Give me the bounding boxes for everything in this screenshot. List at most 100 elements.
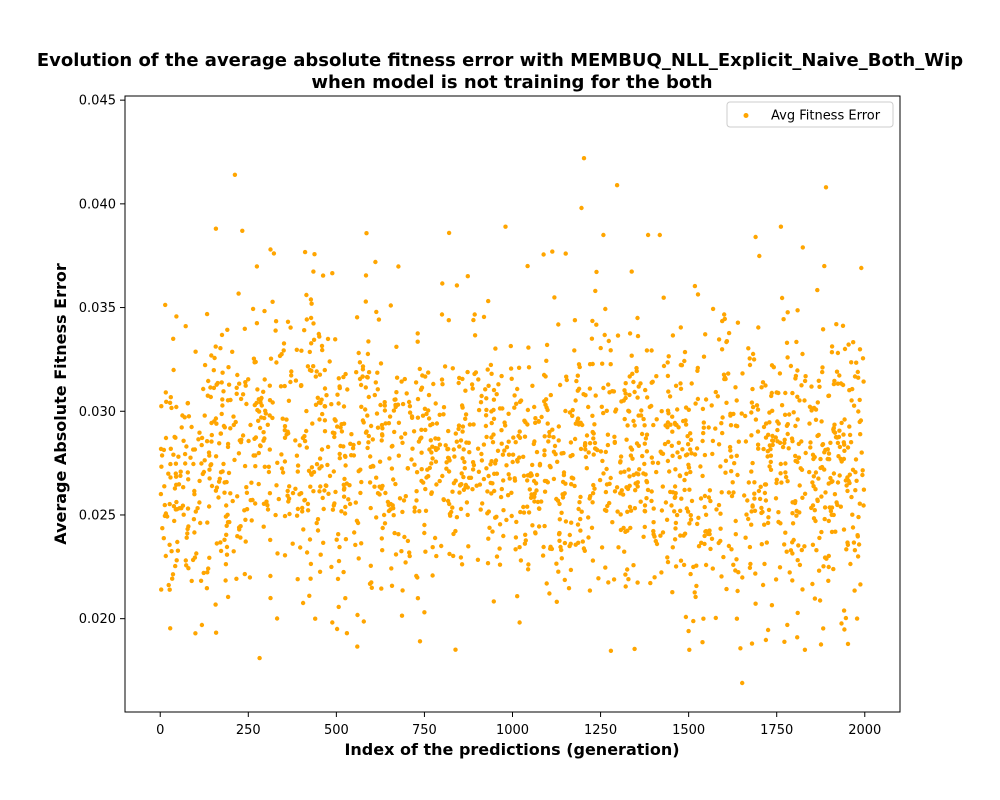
- data-point: [476, 407, 482, 413]
- data-point: [249, 480, 254, 485]
- data-point: [189, 578, 194, 584]
- data-point: [643, 436, 649, 441]
- data-point: [316, 331, 321, 337]
- data-point: [799, 383, 804, 388]
- data-point: [295, 469, 300, 474]
- data-point: [278, 384, 284, 389]
- data-point: [628, 445, 633, 450]
- data-point: [279, 452, 284, 457]
- data-point: [692, 590, 697, 595]
- data-point: [802, 378, 808, 384]
- data-point: [367, 581, 373, 586]
- data-point: [677, 455, 682, 460]
- data-point: [326, 491, 331, 496]
- data-point: [364, 374, 370, 380]
- data-point: [429, 491, 434, 496]
- data-point: [777, 565, 783, 570]
- data-point: [791, 537, 796, 543]
- data-point: [695, 292, 701, 297]
- data-point: [322, 367, 327, 373]
- data-point: [681, 418, 686, 424]
- data-point: [501, 508, 506, 513]
- data-point: [592, 446, 598, 451]
- data-point: [273, 319, 279, 324]
- data-point: [372, 484, 377, 489]
- data-point: [782, 437, 787, 442]
- data-point: [666, 354, 671, 359]
- data-point: [759, 542, 764, 547]
- data-point: [374, 309, 379, 315]
- data-point: [504, 517, 509, 523]
- data-point: [774, 477, 779, 482]
- data-point: [756, 446, 761, 451]
- data-point: [575, 373, 580, 378]
- data-point: [638, 381, 643, 386]
- data-point: [719, 574, 724, 579]
- data-point: [470, 386, 475, 391]
- data-point: [756, 325, 761, 330]
- data-point: [779, 403, 785, 408]
- data-point: [542, 489, 548, 494]
- data-point: [591, 452, 596, 457]
- data-point: [776, 421, 781, 426]
- data-point: [359, 404, 364, 409]
- data-point: [580, 539, 585, 544]
- data-point: [542, 452, 547, 458]
- data-point: [696, 544, 702, 549]
- data-point: [274, 483, 279, 488]
- data-point: [564, 377, 569, 383]
- data-point: [261, 389, 266, 394]
- data-point: [630, 456, 635, 461]
- data-point: [186, 524, 191, 529]
- data-points: [158, 156, 867, 686]
- data-point: [378, 402, 383, 408]
- data-point: [302, 438, 308, 444]
- data-point: [218, 470, 224, 475]
- data-point: [851, 540, 857, 545]
- data-point: [665, 559, 671, 565]
- data-point: [388, 303, 393, 308]
- data-point: [230, 498, 235, 504]
- data-point: [200, 471, 205, 477]
- data-point: [688, 437, 694, 442]
- data-point: [274, 616, 280, 621]
- data-point: [213, 454, 219, 459]
- data-point: [559, 451, 564, 456]
- data-point: [423, 549, 428, 554]
- data-point: [765, 520, 771, 526]
- data-point: [374, 411, 380, 416]
- data-point: [534, 472, 540, 478]
- data-point: [631, 418, 636, 424]
- data-point: [176, 454, 181, 459]
- data-point: [280, 470, 286, 475]
- data-point: [576, 540, 581, 545]
- data-point: [645, 232, 651, 238]
- data-point: [242, 326, 247, 331]
- data-point: [842, 417, 847, 422]
- data-point: [267, 447, 272, 452]
- data-point: [444, 466, 449, 471]
- data-point: [327, 359, 332, 364]
- data-point: [604, 482, 610, 487]
- data-point: [494, 514, 499, 519]
- data-point: [606, 338, 611, 344]
- data-point: [728, 423, 734, 428]
- data-point: [393, 481, 398, 487]
- data-point: [318, 400, 323, 406]
- data-point: [337, 544, 342, 550]
- data-point: [235, 534, 240, 539]
- data-point: [807, 421, 812, 426]
- data-point: [400, 401, 406, 407]
- data-point: [743, 413, 748, 419]
- data-point: [847, 472, 852, 477]
- data-point: [391, 408, 397, 413]
- data-point: [354, 370, 359, 375]
- data-point: [666, 439, 671, 445]
- data-point: [375, 370, 380, 375]
- data-point: [461, 447, 466, 452]
- data-point: [682, 531, 688, 536]
- data-point: [682, 349, 688, 355]
- data-point: [338, 425, 343, 430]
- data-point: [458, 506, 464, 512]
- data-point: [363, 407, 368, 412]
